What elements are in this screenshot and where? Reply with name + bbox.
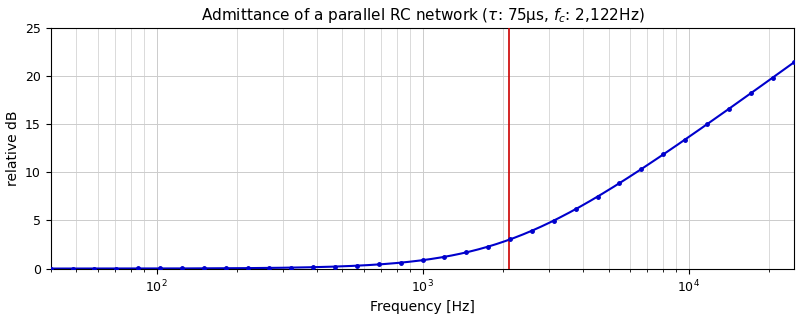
Title: Admittance of a parallel RC network ($\tau$: 75µs, $f_c$: 2,122Hz): Admittance of a parallel RC network ($\t… (201, 5, 644, 25)
X-axis label: Frequency [Hz]: Frequency [Hz] (370, 300, 475, 315)
Y-axis label: relative dB: relative dB (6, 110, 19, 186)
